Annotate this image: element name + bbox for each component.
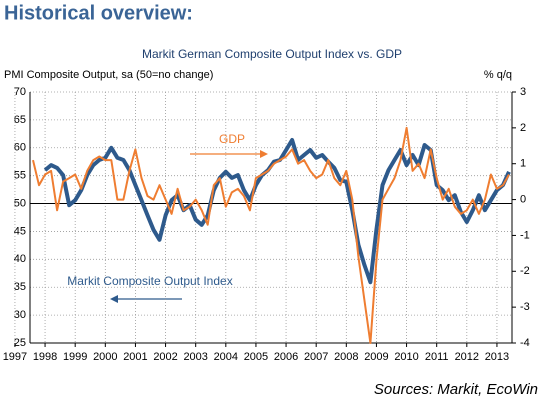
x-tick-label: 2007 xyxy=(304,351,328,363)
y2-tick-label: -3 xyxy=(520,301,530,313)
x-tick-label: 1999 xyxy=(63,351,87,363)
annotation-gdp: GDP xyxy=(219,132,245,146)
y2-tick-label: -2 xyxy=(520,265,530,277)
annotation-arrowhead xyxy=(110,295,118,303)
y-tick-label: 45 xyxy=(14,225,26,237)
y2-tick-label: 2 xyxy=(520,122,526,134)
y-tick-label: 65 xyxy=(14,114,26,126)
series-line xyxy=(32,126,510,344)
x-tick-label: 2001 xyxy=(123,351,147,363)
page-title: Historical overview: xyxy=(4,2,193,24)
y-tick-label: 40 xyxy=(14,253,26,265)
source: Sources: Markit, EcoWin xyxy=(374,381,538,398)
x-tick-label: 2010 xyxy=(394,351,418,363)
y-axis-label: PMI Composite Output, sa (50=no change) xyxy=(4,69,213,81)
y2-tick-label: 1 xyxy=(520,158,526,170)
y2-tick-label: 0 xyxy=(520,193,526,205)
y-tick-label: 25 xyxy=(14,337,26,349)
x-tick-label: 2003 xyxy=(183,351,207,363)
x-tick-label: 2009 xyxy=(364,351,388,363)
chart-title: Markit German Composite Output Index vs.… xyxy=(142,47,402,61)
y-tick-label: 55 xyxy=(14,170,26,182)
x-tick-label: 2008 xyxy=(334,351,358,363)
y2-tick-label: -4 xyxy=(520,337,530,349)
x-tick-label: 2006 xyxy=(274,351,298,363)
x-tick-label: 2000 xyxy=(93,351,117,363)
y2-axis-label: % q/q xyxy=(484,69,512,81)
y-tick-label: 30 xyxy=(14,309,26,321)
x-tick-label: 2002 xyxy=(153,351,177,363)
y-tick-label: 50 xyxy=(14,197,26,209)
x-tick-label: 2004 xyxy=(214,351,238,363)
x-tick-label: 1997 xyxy=(3,351,27,363)
y-tick-label: 70 xyxy=(14,86,26,98)
x-tick-label: 1998 xyxy=(33,351,57,363)
annotation-pmi: Markit Composite Output Index xyxy=(67,274,232,288)
x-tick-label: 2012 xyxy=(455,351,479,363)
annotation-arrowhead xyxy=(260,150,268,158)
x-tick-label: 2013 xyxy=(485,351,509,363)
y2-tick-label: 3 xyxy=(520,86,526,98)
x-tick-label: 2011 xyxy=(425,351,449,363)
y-tick-label: 60 xyxy=(14,142,26,154)
y2-tick-label: -1 xyxy=(520,229,530,241)
y-tick-label: 35 xyxy=(14,281,26,293)
x-tick-label: 2005 xyxy=(244,351,268,363)
